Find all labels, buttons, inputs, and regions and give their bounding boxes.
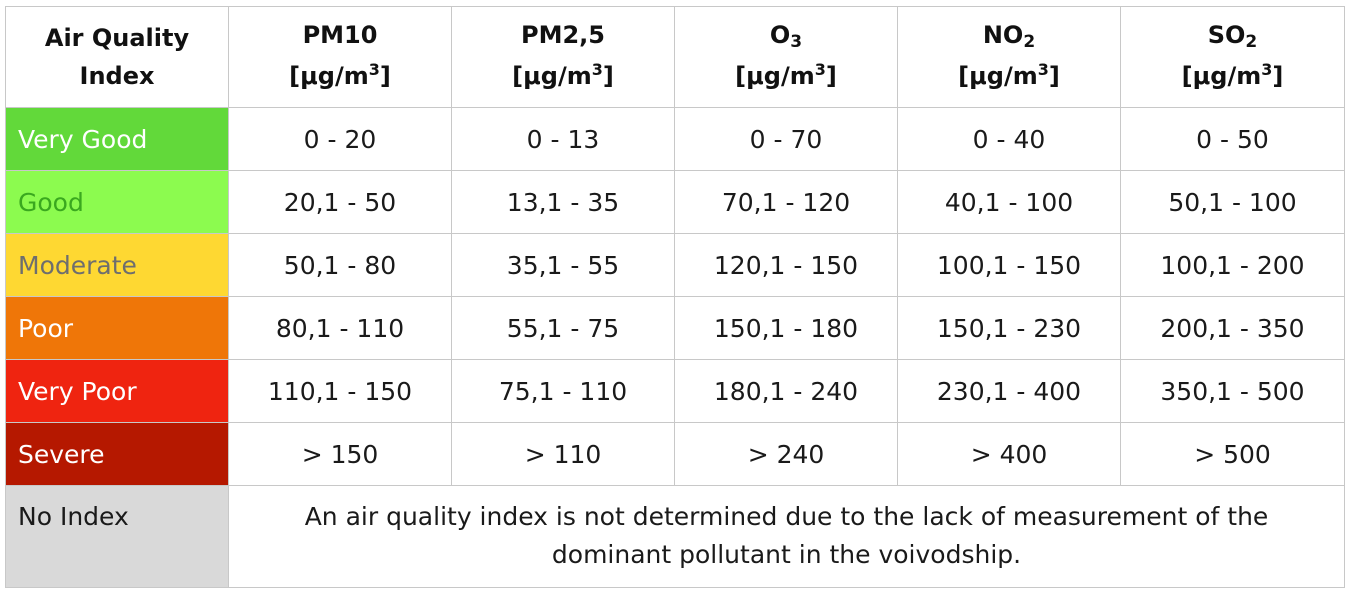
value-cell: 0 - 40 bbox=[897, 107, 1121, 171]
unit-open: [μg/m bbox=[289, 62, 369, 90]
value-cell: 0 - 13 bbox=[451, 107, 675, 171]
index-label: Poor bbox=[5, 296, 229, 360]
pollutant-name: O bbox=[769, 21, 791, 49]
value-cell: 0 - 70 bbox=[674, 107, 898, 171]
index-label: Very Poor bbox=[5, 359, 229, 423]
unit-close: ] bbox=[1048, 62, 1060, 90]
unit-close: ] bbox=[825, 62, 837, 90]
unit-exponent: 3 bbox=[814, 60, 826, 79]
no-index-row: No Index An air quality index is not det… bbox=[5, 485, 1345, 588]
value-cell: 0 - 50 bbox=[1120, 107, 1345, 171]
index-label: Severe bbox=[5, 422, 229, 486]
value-cell: > 240 bbox=[674, 422, 898, 486]
no-index-label: No Index bbox=[5, 485, 229, 588]
value-cell: 150,1 - 230 bbox=[897, 296, 1121, 360]
unit-exponent: 3 bbox=[1037, 60, 1049, 79]
index-label: Very Good bbox=[5, 107, 229, 171]
unit-open: [μg/m bbox=[1181, 62, 1262, 90]
value-cell: 350,1 - 500 bbox=[1120, 359, 1345, 423]
value-cell: > 500 bbox=[1120, 422, 1345, 486]
table-row: Poor 80,1 - 110 55,1 - 75 150,1 - 180 15… bbox=[5, 296, 1345, 360]
value-cell: 50,1 - 100 bbox=[1120, 170, 1345, 234]
value-cell: 75,1 - 110 bbox=[451, 359, 675, 423]
value-cell: 70,1 - 120 bbox=[674, 170, 898, 234]
table-row: Very Good 0 - 20 0 - 13 0 - 70 0 - 40 0 … bbox=[5, 107, 1345, 171]
pollutant-subscript: 2 bbox=[1245, 32, 1258, 52]
header-pollutant: O3 [μg/m3] bbox=[674, 6, 898, 108]
header-index: Air Quality Index bbox=[5, 6, 229, 108]
index-label: Moderate bbox=[5, 233, 229, 297]
unit-open: [μg/m bbox=[958, 62, 1038, 90]
value-cell: 150,1 - 180 bbox=[674, 296, 898, 360]
unit-open: [μg/m bbox=[735, 62, 815, 90]
value-cell: 100,1 - 200 bbox=[1120, 233, 1345, 297]
value-cell: 35,1 - 55 bbox=[451, 233, 675, 297]
value-cell: > 150 bbox=[228, 422, 452, 486]
unit-open: [μg/m bbox=[512, 62, 592, 90]
value-cell: 230,1 - 400 bbox=[897, 359, 1121, 423]
pollutant-subscript: 2 bbox=[1023, 32, 1036, 52]
header-pollutant: PM10 [μg/m3] bbox=[228, 6, 452, 108]
header-pollutant: SO2 [μg/m3] bbox=[1120, 6, 1345, 108]
header-pollutant: NO2 [μg/m3] bbox=[897, 6, 1121, 108]
aqi-table-container: Air Quality Index PM10 [μg/m3] PM2,5 [μg… bbox=[5, 6, 1345, 588]
value-cell: 13,1 - 35 bbox=[451, 170, 675, 234]
table-row: Good 20,1 - 50 13,1 - 35 70,1 - 120 40,1… bbox=[5, 170, 1345, 234]
value-cell: 50,1 - 80 bbox=[228, 233, 452, 297]
value-cell: 110,1 - 150 bbox=[228, 359, 452, 423]
index-label: Good bbox=[5, 170, 229, 234]
unit-exponent: 3 bbox=[368, 60, 380, 79]
value-cell: > 400 bbox=[897, 422, 1121, 486]
pollutant-name: PM10 bbox=[302, 21, 378, 49]
value-cell: 120,1 - 150 bbox=[674, 233, 898, 297]
value-cell: 0 - 20 bbox=[228, 107, 452, 171]
value-cell: 55,1 - 75 bbox=[451, 296, 675, 360]
header-row: Air Quality Index PM10 [μg/m3] PM2,5 [μg… bbox=[5, 6, 1345, 108]
aqi-table: Air Quality Index PM10 [μg/m3] PM2,5 [μg… bbox=[5, 6, 1345, 588]
value-cell: 80,1 - 110 bbox=[228, 296, 452, 360]
value-cell: 100,1 - 150 bbox=[897, 233, 1121, 297]
pollutant-name: SO bbox=[1207, 21, 1246, 49]
value-cell: > 110 bbox=[451, 422, 675, 486]
unit-exponent: 3 bbox=[1261, 60, 1273, 79]
value-cell: 20,1 - 50 bbox=[228, 170, 452, 234]
table-row: Severe > 150 > 110 > 240 > 400 > 500 bbox=[5, 422, 1345, 486]
value-cell: 40,1 - 100 bbox=[897, 170, 1121, 234]
value-cell: 200,1 - 350 bbox=[1120, 296, 1345, 360]
table-row: Moderate 50,1 - 80 35,1 - 55 120,1 - 150… bbox=[5, 233, 1345, 297]
unit-close: ] bbox=[1272, 62, 1284, 90]
pollutant-name: NO bbox=[982, 21, 1024, 49]
table-row: Very Poor 110,1 - 150 75,1 - 110 180,1 -… bbox=[5, 359, 1345, 423]
value-cell: 180,1 - 240 bbox=[674, 359, 898, 423]
no-index-note: An air quality index is not determined d… bbox=[228, 485, 1345, 588]
header-index-line2: Index bbox=[79, 62, 155, 90]
pollutant-name: PM2,5 bbox=[521, 21, 605, 49]
header-index-line1: Air Quality bbox=[44, 24, 190, 52]
unit-close: ] bbox=[379, 62, 391, 90]
unit-close: ] bbox=[602, 62, 614, 90]
header-pollutant: PM2,5 [μg/m3] bbox=[451, 6, 675, 108]
pollutant-subscript: 3 bbox=[790, 32, 803, 52]
unit-exponent: 3 bbox=[591, 60, 603, 79]
